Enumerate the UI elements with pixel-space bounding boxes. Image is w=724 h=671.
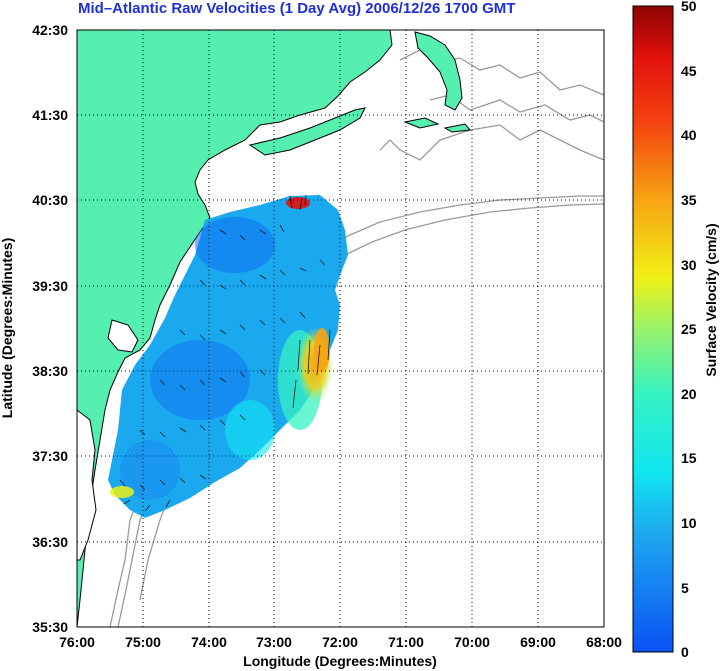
land bbox=[77, 30, 471, 627]
x-tick: 69:00 bbox=[520, 634, 556, 650]
colorbar-tick: 35 bbox=[681, 192, 697, 208]
bays bbox=[77, 319, 139, 561]
plot-area bbox=[77, 30, 604, 627]
x-tick: 71:00 bbox=[388, 634, 424, 650]
colorbar-tick: 5 bbox=[681, 580, 689, 596]
x-ticks: 76:00 75:00 74:00 73:00 72:00 71:00 70:0… bbox=[59, 634, 622, 650]
velocity-core-west bbox=[195, 217, 275, 273]
velocity-north-spot bbox=[286, 197, 310, 209]
x-tick: 72:00 bbox=[322, 634, 358, 650]
colorbar-tick: 30 bbox=[681, 257, 697, 273]
x-tick: 73:00 bbox=[256, 634, 292, 650]
colorbar-tick: 40 bbox=[681, 127, 697, 143]
velocity-field bbox=[108, 194, 348, 518]
velocity-south-spot bbox=[110, 486, 134, 498]
colorbar-tick: 25 bbox=[681, 321, 697, 337]
x-tick: 70:00 bbox=[454, 634, 490, 650]
colorbar-tick: 15 bbox=[681, 450, 697, 466]
x-tick: 76:00 bbox=[59, 634, 95, 650]
x-axis-label: Longitude (Degrees:Minutes) bbox=[243, 653, 437, 669]
martha-vineyard bbox=[403, 117, 440, 129]
colorbar-tick: 45 bbox=[681, 63, 697, 79]
colorbar-ticks: 50 45 40 35 30 25 20 15 10 5 0 bbox=[681, 0, 697, 660]
colorbar-gradient bbox=[632, 5, 674, 653]
colorbar-tick: 20 bbox=[681, 386, 697, 402]
map-title: Mid–Atlantic Raw Velocities (1 Day Avg) … bbox=[78, 0, 516, 17]
y-ticks: 42:30 41:30 40:30 39:30 38:30 37:30 36:3… bbox=[32, 22, 68, 635]
colorbar-tick: 10 bbox=[681, 515, 697, 531]
x-tick: 74:00 bbox=[191, 634, 227, 650]
colorbar-label: Surface Velocity (cm/s) bbox=[703, 223, 719, 376]
velocity-band-cyan bbox=[225, 400, 275, 460]
nantucket bbox=[443, 123, 471, 133]
y-tick: 35:30 bbox=[32, 619, 68, 635]
chesapeake-bay bbox=[77, 409, 97, 561]
velocity-hot-core bbox=[314, 328, 330, 372]
y-tick: 36:30 bbox=[32, 534, 68, 550]
y-tick: 38:30 bbox=[32, 363, 68, 379]
y-tick: 39:30 bbox=[32, 278, 68, 294]
x-tick: 68:00 bbox=[586, 634, 622, 650]
x-tick: 75:00 bbox=[125, 634, 161, 650]
y-tick: 42:30 bbox=[32, 22, 68, 38]
colorbar: 50 45 40 35 30 25 20 15 10 5 0 Surface V… bbox=[632, 0, 719, 660]
delaware-bay bbox=[107, 319, 139, 353]
y-tick: 40:30 bbox=[32, 192, 68, 208]
long-island bbox=[248, 107, 366, 156]
velocity-vectors bbox=[119, 194, 331, 512]
y-tick: 41:30 bbox=[32, 107, 68, 123]
colorbar-tick: 0 bbox=[681, 644, 689, 660]
cape-cod bbox=[414, 31, 463, 111]
plot-frame bbox=[76, 29, 605, 628]
colorbar-tick: 50 bbox=[681, 0, 697, 14]
y-tick: 37:30 bbox=[32, 448, 68, 464]
y-axis-label: Latitude (Degrees:Minutes) bbox=[0, 238, 15, 418]
